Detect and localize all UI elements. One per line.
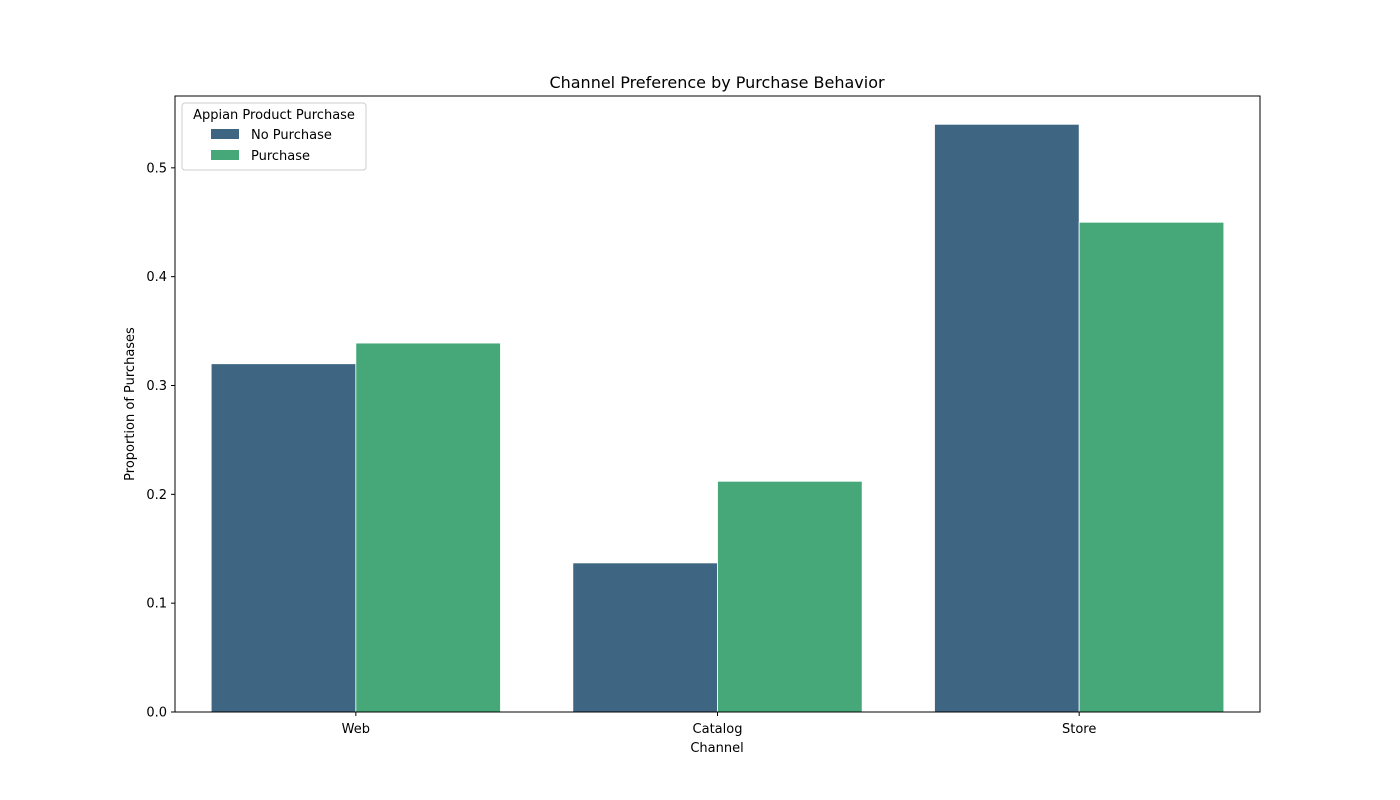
y-tick-label: 0.0 (146, 706, 167, 721)
bar-store-no-purchase (934, 123, 1080, 713)
legend-swatch-purchase (211, 150, 239, 160)
x-tick-label-web: Web (342, 722, 370, 737)
legend: Appian Product Purchase No Purchase Purc… (181, 102, 367, 171)
y-tick-label: 0.5 (146, 161, 167, 176)
y-tick-label: 0.2 (146, 488, 167, 503)
y-axis: 0.0 0.1 0.2 0.3 0.4 0.5 (146, 161, 175, 721)
chart-title: Channel Preference by Purchase Behavior (549, 73, 885, 92)
plot-frame (174, 95, 1261, 713)
x-axis: Web Catalog Store (342, 712, 1096, 737)
bar-web-no-purchase (210, 363, 357, 713)
x-tick-label-store: Store (1062, 722, 1096, 737)
y-tick-label: 0.4 (146, 270, 167, 285)
bar-catalog-purchase (717, 480, 863, 713)
x-axis-label: Channel (690, 741, 743, 756)
legend-label-purchase: Purchase (251, 149, 310, 164)
y-tick-label: 0.3 (146, 379, 167, 394)
bar-store-purchase (1078, 221, 1225, 713)
bars-group (210, 123, 1225, 713)
y-tick-label: 0.1 (146, 597, 167, 612)
legend-label-no-purchase: No Purchase (251, 128, 332, 143)
bar-catalog-no-purchase (572, 562, 718, 713)
legend-title: Appian Product Purchase (193, 108, 355, 123)
y-axis-label: Proportion of Purchases (123, 327, 138, 481)
bar-web-purchase (355, 342, 501, 713)
legend-swatch-no-purchase (211, 129, 239, 139)
x-tick-label-catalog: Catalog (693, 722, 743, 737)
